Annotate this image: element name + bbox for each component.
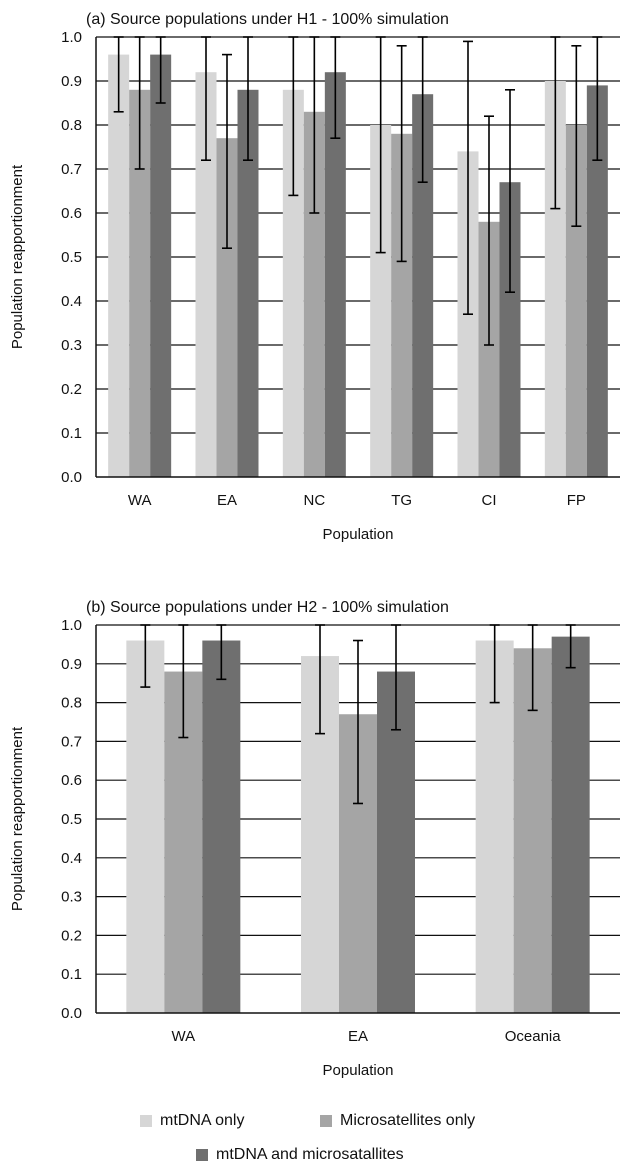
bar [391,133,413,478]
y-tick-label: 0.3 [61,337,82,354]
x-tick-label: TG [391,492,412,509]
bar [202,640,241,1013]
bar [544,81,566,477]
y-tick-label: 0.7 [61,161,82,178]
y-tick-label: 0.2 [61,927,82,944]
chart-title: (a) Source populations under H1 - 100% s… [86,11,449,28]
y-tick-label: 0.4 [61,293,82,310]
y-tick-label: 0.3 [61,889,82,906]
legend-item-mtdna: mtDNA only [140,1112,244,1130]
y-tick-label: 0.9 [61,73,82,90]
bar [303,111,325,478]
y-tick-label: 0.0 [61,1005,82,1022]
bar [237,89,259,478]
bar [478,221,500,477]
x-axis-label: Population [323,1062,394,1079]
x-tick-label: NC [303,492,325,509]
y-tick-label: 0.6 [61,205,82,222]
y-tick-label: 0.8 [61,695,82,712]
bar [129,89,151,478]
bar [551,636,590,1013]
y-tick-label: 0.6 [61,772,82,789]
bar [195,72,217,477]
y-tick-label: 0.5 [61,811,82,828]
bar [126,640,165,1013]
y-tick-label: 0.1 [61,425,82,442]
bar [565,125,587,477]
y-tick-label: 0.7 [61,733,82,750]
bar [282,89,304,478]
bar [412,94,434,477]
y-tick-label: 0.2 [61,381,82,398]
x-tick-label: EA [348,1028,368,1045]
y-tick-label: 0.4 [61,850,82,867]
y-tick-label: 0.1 [61,966,82,983]
legend-label-microsatellites: Microsatellites only [340,1112,476,1129]
bar [216,138,238,477]
y-axis-label: Population reapportionment [9,164,26,349]
y-tick-label: 1.0 [61,617,82,634]
legend-label-mtdna: mtDNA only [160,1112,245,1129]
bar [499,182,521,477]
legend-label-combined: mtDNA and microsatallites [216,1146,404,1163]
y-tick-label: 1.0 [61,29,82,46]
bar [108,54,130,477]
y-axis-label: Population reapportionment [9,726,26,911]
bar [370,125,392,477]
x-axis-label: Population [323,526,394,543]
legend-item-microsatellites: Microsatellites only [320,1112,475,1130]
x-tick-label: EA [217,492,237,509]
chart-b: 0.0 0.1 0.2 0.3 0.4 0.5 0.6 0.7 0.8 0.9 1.0 WA EA Oce… [9,599,620,1079]
x-tick-label: CI [482,492,497,509]
y-tick-label: 0.5 [61,249,82,266]
bar [150,54,172,477]
bar [586,85,608,478]
legend-swatch-combined [196,1149,208,1161]
x-tick-label: WA [128,492,152,509]
y-tick-label: 0.8 [61,117,82,134]
y-tick-label: 0.9 [61,656,82,673]
legend-swatch-microsatellites [320,1115,332,1127]
chart-title: (b) Source populations under H2 - 100% s… [86,599,449,616]
chart-a: 0.0 0.1 0.2 0.3 0.4 0.5 0.6 0.7 0.8 0.9 1.0 WA EA NC T… [9,11,620,543]
y-tick-label: 0.0 [61,469,82,486]
x-tick-label: WA [172,1028,196,1045]
x-tick-label: Oceania [505,1028,562,1045]
legend-swatch-mtdna [140,1115,152,1127]
x-tick-label: FP [567,492,586,509]
legend-item-combined: mtDNA and microsatallites [196,1146,404,1164]
bar [324,72,346,477]
